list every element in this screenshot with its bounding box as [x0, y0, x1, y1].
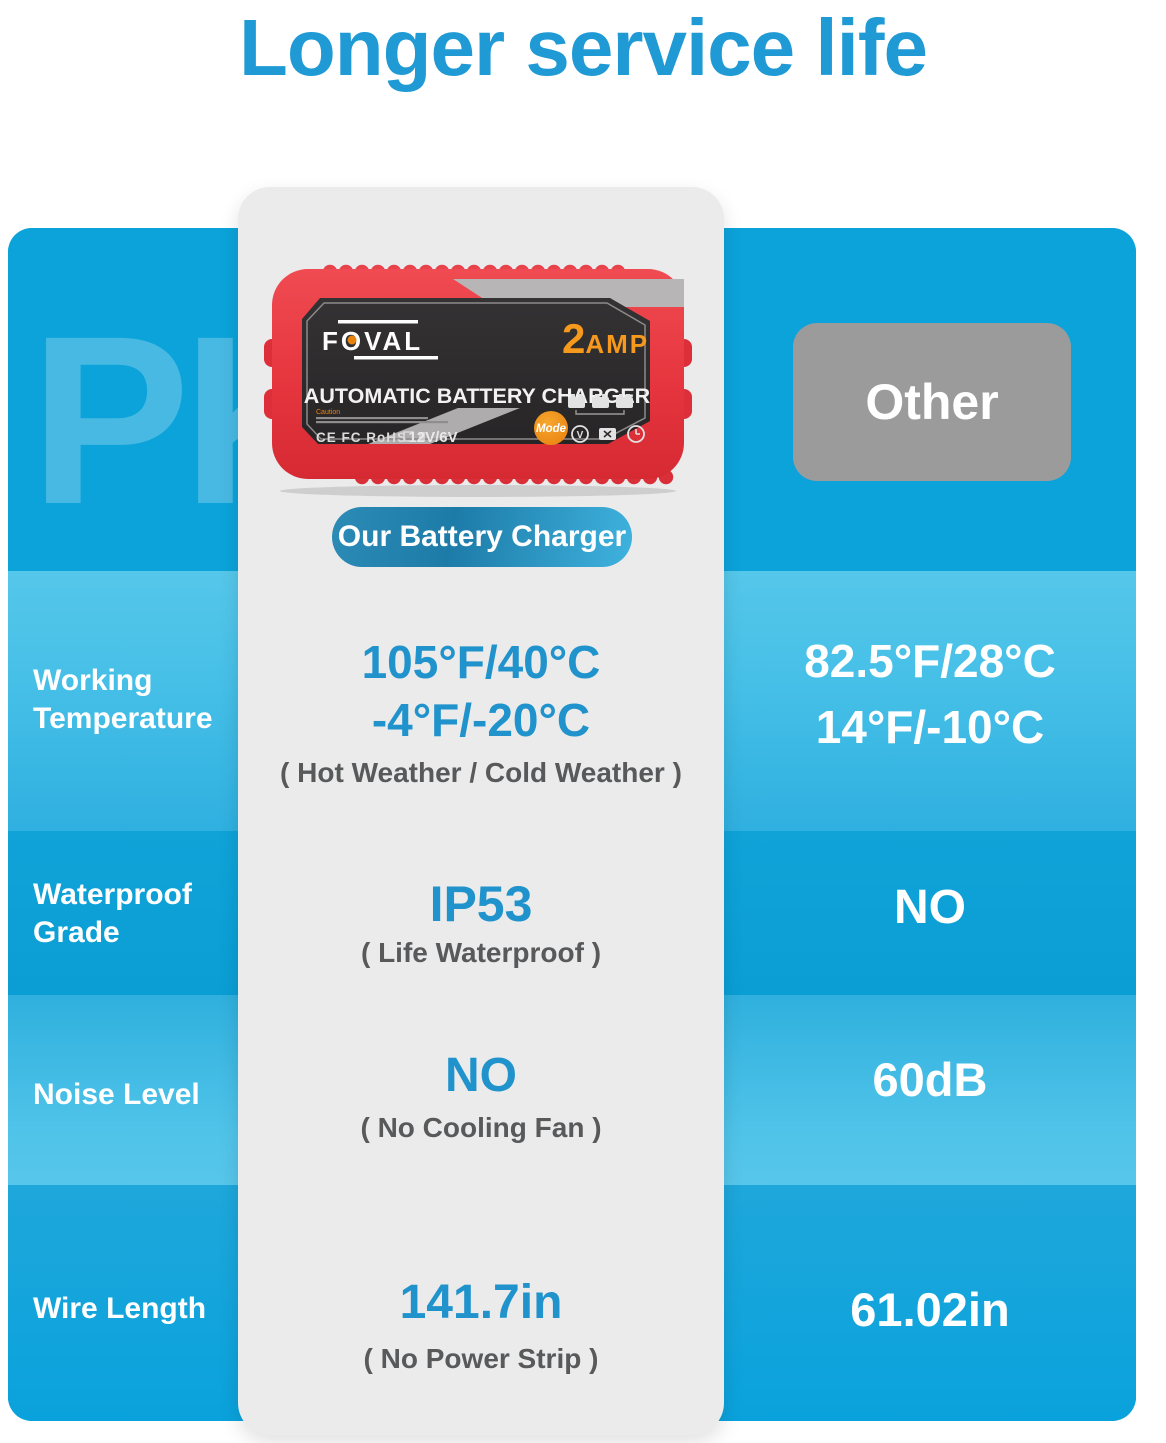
amp-rating: 2AMP [562, 315, 649, 362]
our-temp-cold: -4°F/-20°C [371, 694, 591, 746]
battery-type-icons [568, 394, 633, 408]
row-label-waterproof-grade: Waterproof Grade [33, 878, 192, 949]
brand-o-dot-icon [347, 335, 357, 345]
mode-button-label: Mode [536, 423, 567, 435]
brand-logo: FOVAL [322, 326, 423, 356]
brand-overline [338, 320, 418, 324]
our-temp-hot: 105°F/40°C [361, 636, 601, 688]
our-waterproof-note: ( Life Waterproof ) [360, 937, 602, 968]
our-product-card: FOVAL 2AMP AUTOMATIC BATTERY CHARGER Cau… [238, 187, 724, 1435]
certification-marks: CE FC RoHS [316, 430, 407, 445]
other-temp-cold: 14°F/-10°C [815, 701, 1045, 753]
voltage-rating: 12V/6V [408, 429, 457, 446]
other-noise-value: 60dB [872, 1053, 988, 1106]
row-label-wire-length: Wire Length [33, 1292, 207, 1325]
status-indicator-icons: V [571, 425, 645, 443]
svg-text:V: V [577, 430, 584, 441]
charger-shadow [280, 485, 676, 497]
our-wire-value: 141.7in [399, 1276, 563, 1329]
fine-print-line-2 [316, 421, 448, 424]
timer-icon [627, 425, 645, 443]
page-title: Longer service life [239, 3, 928, 92]
other-column-badge: Other [793, 323, 1071, 481]
brand-underline [354, 356, 438, 360]
other-waterproof-value: NO [894, 881, 966, 934]
row-label-working-temperature: Working Temperature [33, 664, 213, 735]
cert-bar-icon [419, 432, 425, 441]
voltage-check-icon [571, 425, 589, 443]
icon-bracket-top [575, 410, 625, 415]
our-waterproof-value: IP53 [429, 876, 533, 932]
our-column-badge: Our Battery Charger [332, 507, 632, 567]
cert-square-icon [403, 431, 414, 442]
charger-bottom-stripe [368, 408, 520, 444]
our-temp-note: ( Hot Weather / Cold Weather ) [280, 757, 682, 788]
other-wire-value: 61.02in [850, 1283, 1010, 1336]
our-noise-note: ( No Cooling Fan ) [360, 1112, 602, 1143]
product-image-battery-charger: FOVAL 2AMP AUTOMATIC BATTERY CHARGER Cau… [264, 264, 692, 497]
charger-face [302, 298, 650, 444]
other-temp-hot: 82.5°F/28°C [804, 635, 1056, 687]
our-wire-note: ( No Power Strip ) [363, 1343, 599, 1374]
caution-label: Caution [316, 409, 340, 416]
row-label-noise-level: Noise Level [33, 1078, 200, 1111]
fine-print-line-1 [316, 417, 428, 420]
our-noise-value: NO [445, 1049, 517, 1102]
mode-button [534, 411, 568, 445]
